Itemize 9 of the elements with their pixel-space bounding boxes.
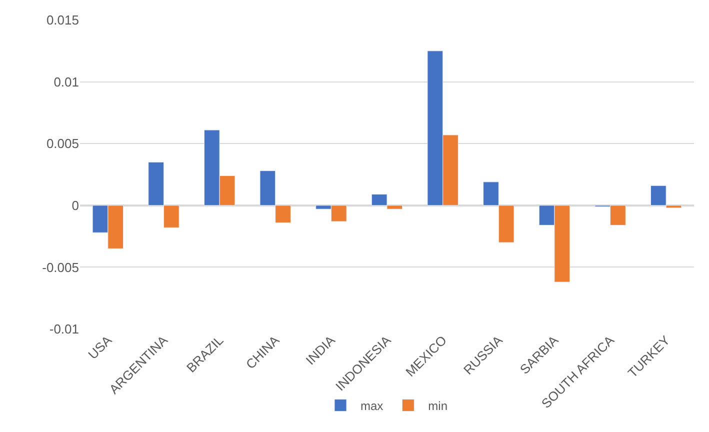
x-tick-label: USA	[85, 332, 115, 362]
y-tick-label: 0.01	[54, 74, 79, 90]
y-tick-label: 0.005	[46, 136, 79, 152]
legend-label: max	[360, 398, 384, 413]
y-tick-label: 0.015	[46, 12, 79, 28]
y-tick-label: -0.005	[42, 260, 79, 275]
y-tick-label: 0	[72, 198, 79, 213]
legend-label: min	[428, 398, 448, 413]
y-tick-label: -0.01	[49, 322, 79, 337]
